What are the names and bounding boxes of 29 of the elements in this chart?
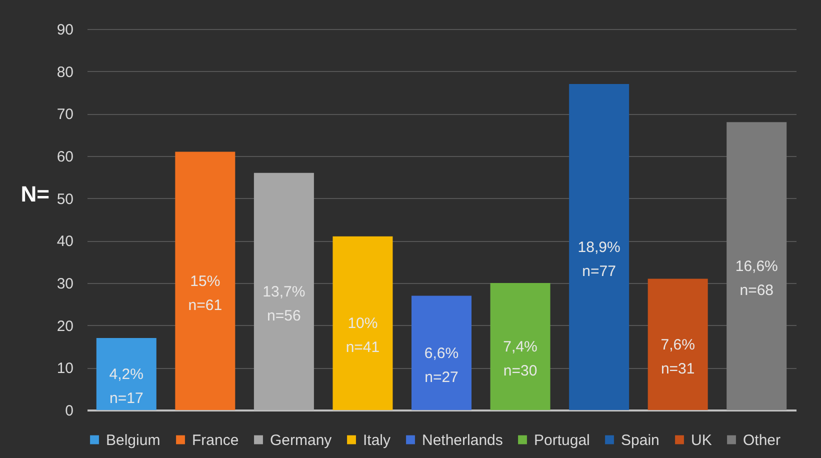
data-label: 4,2% n=17: [109, 366, 144, 408]
data-label: 13,7% n=56: [262, 283, 306, 324]
data-label: 7,6% n=31: [660, 336, 695, 378]
data-label: 16,6% n=68: [735, 258, 778, 300]
y-tick-label: 90: [56, 22, 74, 38]
legend-label: Italy: [363, 432, 392, 449]
y-tick-label: 50: [56, 190, 74, 208]
legend-label: France: [192, 432, 239, 449]
data-label: 15% n=61: [188, 272, 222, 314]
legend-label: Netherlands: [422, 432, 503, 449]
data-label: 18,9% n=77: [578, 239, 620, 280]
y-tick-label: 60: [56, 148, 74, 166]
legend-label: UK: [691, 432, 712, 449]
legend-label: Portugal: [534, 432, 590, 449]
y-tick-label: 0: [65, 402, 74, 420]
y-tick-label: 10: [56, 360, 74, 378]
y-tick-label: 20: [56, 318, 74, 335]
legend-label: Germany: [270, 432, 332, 449]
legend-label: Other: [743, 432, 781, 449]
y-tick-label: 40: [56, 233, 74, 250]
y-axis-title: N=: [20, 182, 50, 206]
y-tick-label: 70: [56, 106, 74, 124]
y-tick-label: 30: [56, 276, 74, 292]
data-label: 7,4% n=30: [503, 338, 538, 380]
data-label: 6,6% n=27: [424, 344, 459, 386]
data-label: 10% n=41: [346, 315, 380, 356]
y-tick-label: 80: [56, 64, 74, 81]
legend-label: Spain: [621, 432, 660, 449]
legend-label: Belgium: [106, 432, 160, 449]
